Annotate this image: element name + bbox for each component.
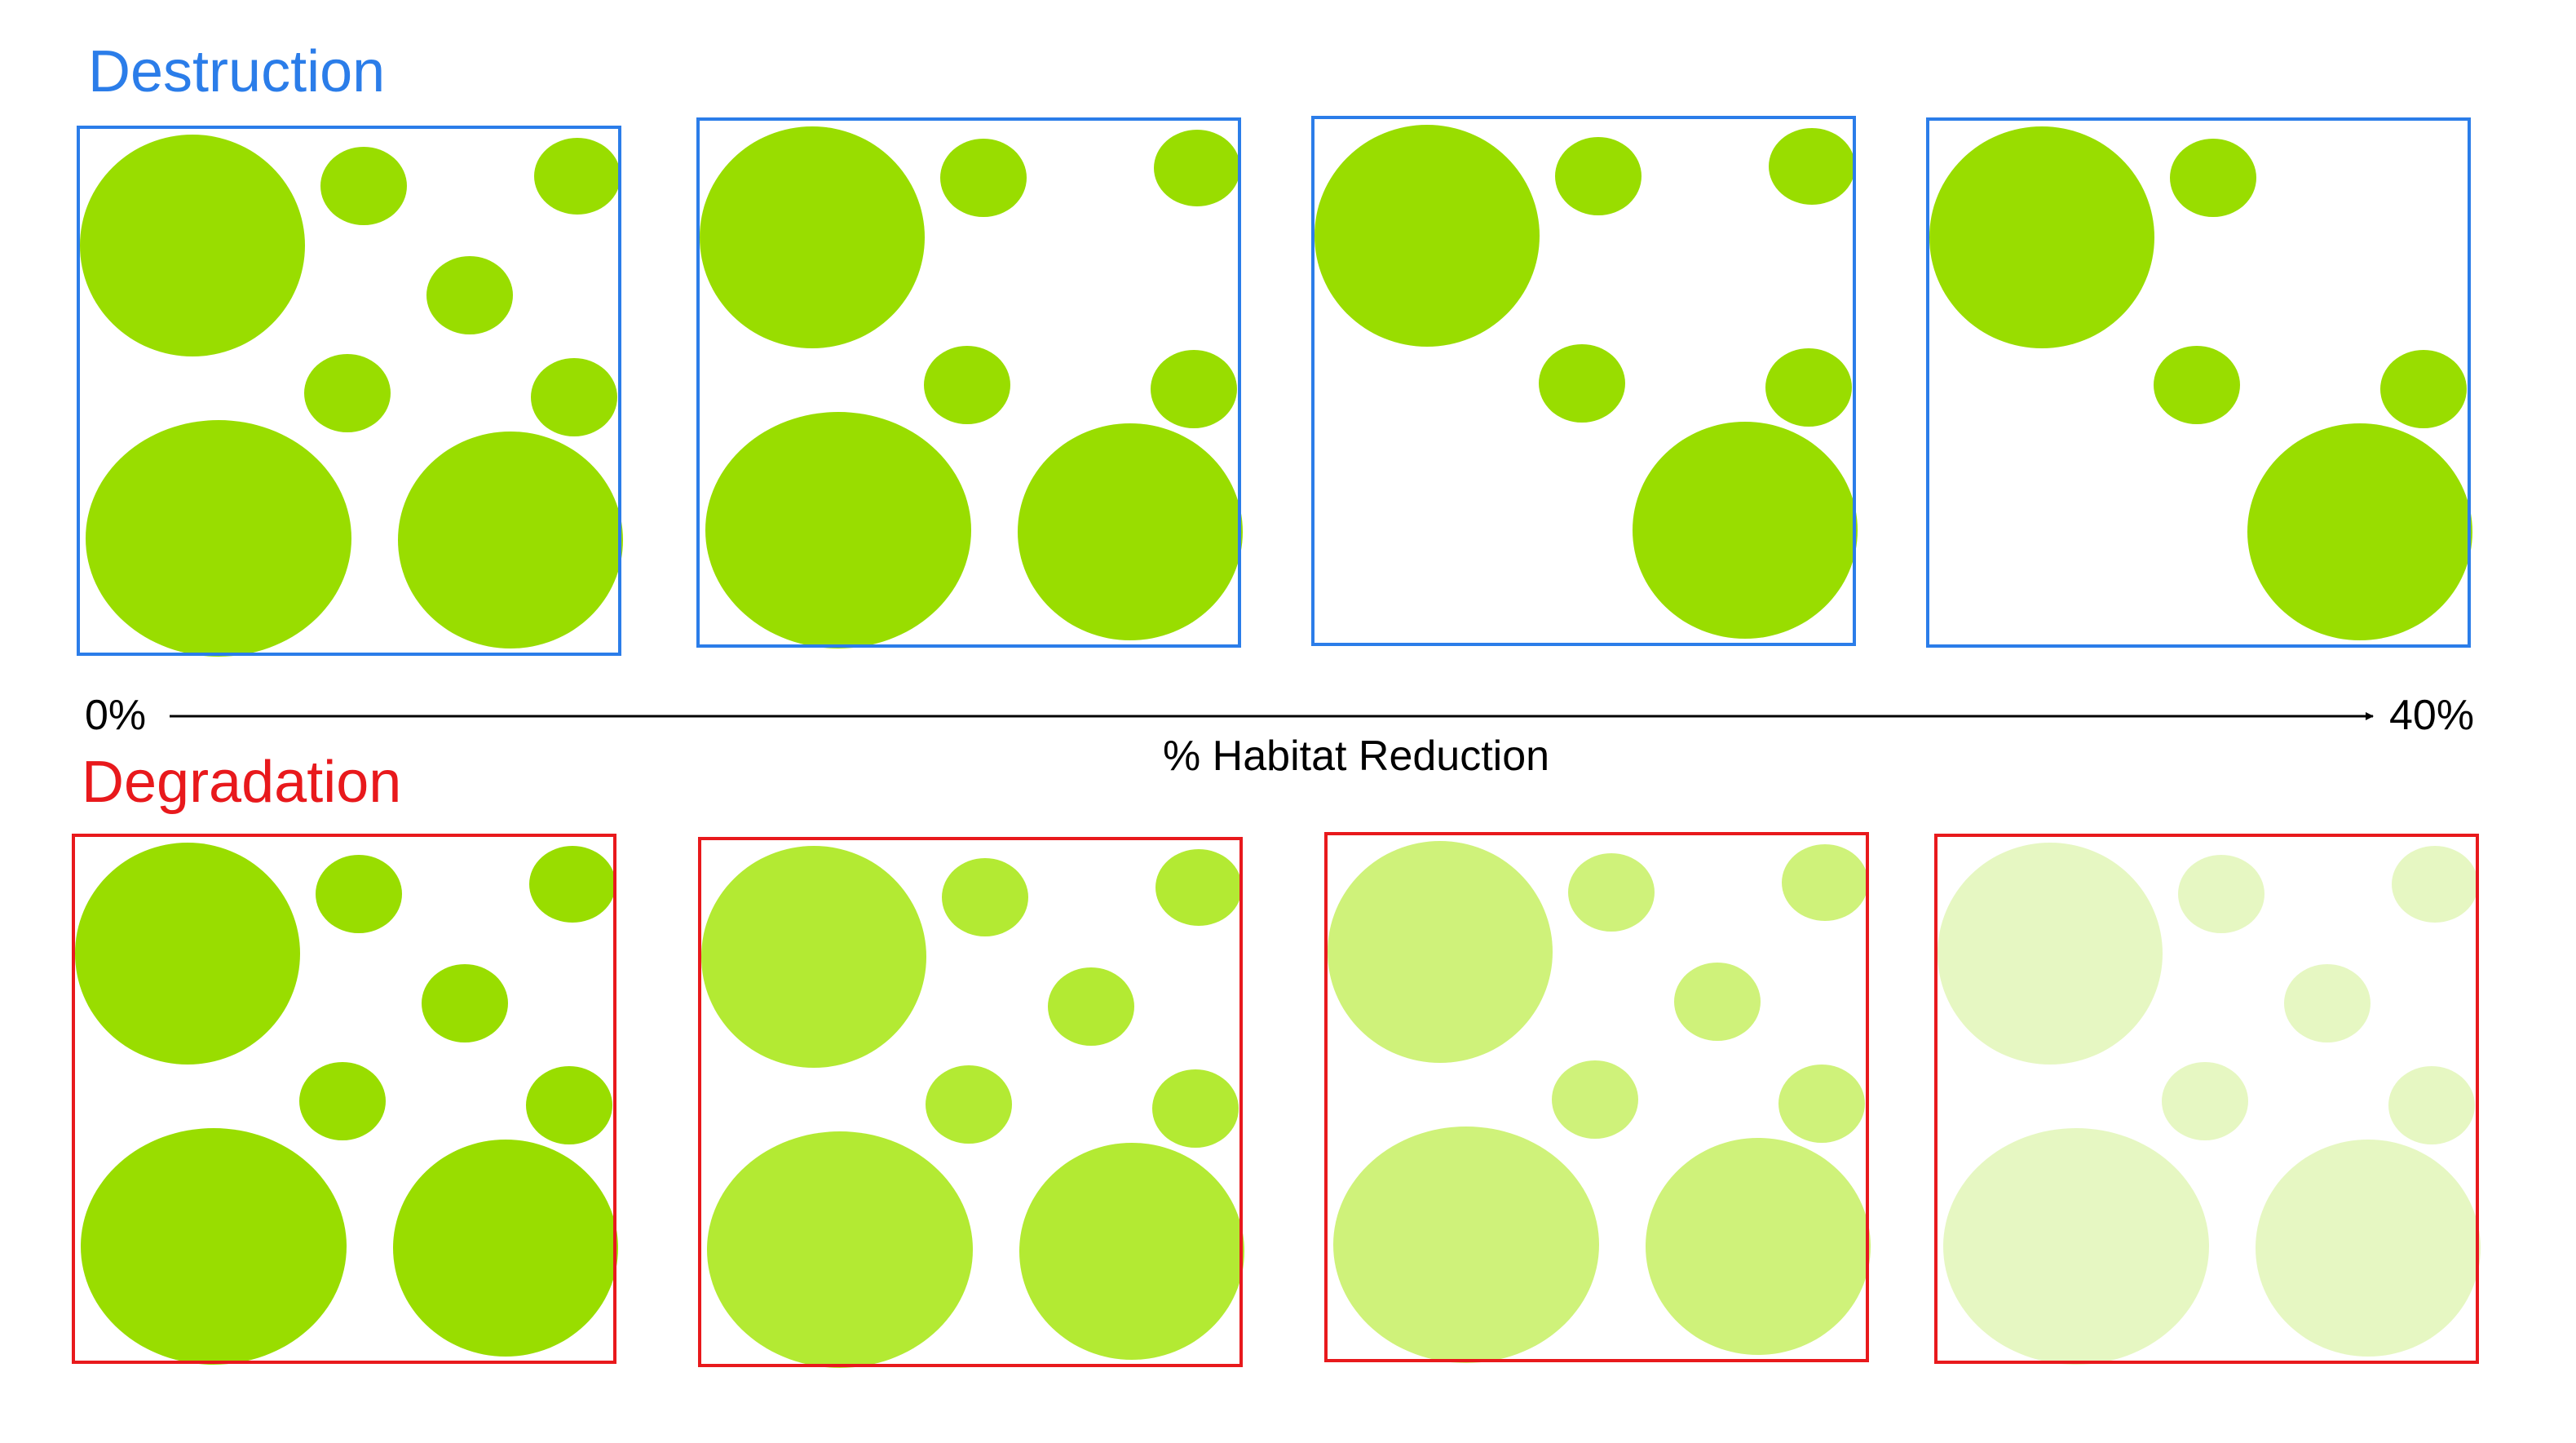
habitat-patch-small-top-right <box>1782 844 1868 921</box>
destruction-panel-3 <box>1311 116 1858 646</box>
habitat-patch-small-mid-right <box>1152 1069 1239 1148</box>
axis-start-label: 0% <box>85 692 147 739</box>
habitat-patch-small-top-mid <box>2170 139 2256 217</box>
habitat-patch-large-bottom-right <box>1633 422 1858 639</box>
habitat-patch-large-top-left <box>1929 126 2154 348</box>
habitat-patch-small-top-right <box>1154 130 1240 206</box>
degradation-row <box>72 832 2481 1368</box>
destruction-row <box>77 116 2472 657</box>
habitat-patch-large-top-left <box>80 135 305 356</box>
habitat-patch-large-bottom-left <box>86 420 351 657</box>
destruction-panel-1 <box>77 126 623 657</box>
habitat-patch-large-bottom-right <box>1018 423 1243 640</box>
habitat-patch-small-mid-left <box>926 1065 1012 1144</box>
degradation-panel-4 <box>1934 834 2481 1365</box>
habitat-patch-large-bottom-right <box>393 1140 618 1357</box>
habitat-patch-small-top-mid <box>940 139 1027 217</box>
habitat-patch-large-bottom-left <box>81 1128 347 1365</box>
destruction-panel-frame <box>1926 117 2471 648</box>
habitat-patch-large-bottom-left <box>705 412 971 648</box>
habitat-patch-large-bottom-left <box>1333 1127 1599 1363</box>
habitat-patch-small-top-mid <box>320 147 407 225</box>
habitat-patch-small-mid-right <box>2380 350 2467 428</box>
destruction-panel-4 <box>1926 117 2472 648</box>
habitat-patch-small-top-mid <box>1555 137 1641 215</box>
degradation-panel-1 <box>72 834 618 1365</box>
habitat-patch-small-top-mid <box>316 855 402 933</box>
habitat-patch-small-top-mid <box>1568 853 1655 932</box>
habitat-patch-large-bottom-left <box>1943 1128 2209 1365</box>
habitat-patch-large-bottom-right <box>398 432 623 648</box>
degradation-panel-3 <box>1324 832 1871 1363</box>
habitat-patch-small-mid-left <box>299 1062 386 1140</box>
habitat-patch-small-top-right <box>1769 128 1855 205</box>
habitat-patch-small-top-right <box>1155 849 1242 926</box>
habitat-patch-small-mid-left <box>924 346 1010 424</box>
degradation-panel-frame <box>1324 832 1869 1362</box>
habitat-patch-large-bottom-right <box>2247 423 2472 640</box>
habitat-patch-small-top-right <box>2392 846 2478 923</box>
axis-title: % Habitat Reduction <box>1163 733 1550 780</box>
habitat-patch-large-bottom-right <box>1646 1138 1871 1355</box>
habitat-patch-small-mid-right <box>531 358 617 436</box>
habitat-patch-large-top-left <box>701 846 926 1068</box>
destruction-title: Destruction <box>88 39 386 104</box>
habitat-patch-small-mid-right <box>2388 1066 2475 1144</box>
habitat-patch-small-top-mid <box>2178 855 2264 933</box>
habitat-patch-large-top-left <box>75 843 300 1065</box>
habitat-patch-small-mid-left <box>2162 1062 2248 1140</box>
degradation-panel-frame <box>698 837 1243 1367</box>
habitat-patch-large-bottom-right <box>2256 1140 2481 1357</box>
destruction-panel-frame <box>77 126 621 656</box>
habitat-patch-small-top-right <box>529 846 616 923</box>
destruction-panel-frame <box>696 117 1241 648</box>
habitat-patch-small-mid-right <box>1151 350 1237 428</box>
degradation-panel-2 <box>698 837 1244 1368</box>
habitat-patch-large-top-left <box>700 126 925 348</box>
degradation-title: Degradation <box>82 750 402 815</box>
habitat-patch-small-center <box>1048 967 1134 1046</box>
habitat-patch-small-center <box>1674 963 1761 1041</box>
destruction-panel-frame <box>1311 116 1856 646</box>
habitat-patch-small-mid-left <box>1539 344 1625 423</box>
habitat-patch-small-mid-left <box>2154 346 2240 424</box>
habitat-patch-large-top-left <box>1328 841 1553 1063</box>
habitat-patch-small-mid-left <box>304 354 391 432</box>
habitat-patch-small-mid-left <box>1552 1060 1638 1139</box>
habitat-patch-large-bottom-right <box>1019 1143 1244 1360</box>
habitat-patch-large-top-left <box>1315 125 1540 347</box>
destruction-panel-2 <box>696 117 1243 648</box>
habitat-patch-small-mid-right <box>1778 1065 1865 1143</box>
habitat-patch-small-center <box>2284 964 2371 1042</box>
habitat-patch-small-top-mid <box>942 858 1028 936</box>
degradation-panel-frame <box>72 834 616 1364</box>
habitat-patch-small-center <box>426 256 513 334</box>
habitat-patch-small-mid-right <box>1765 348 1852 427</box>
degradation-panel-frame <box>1934 834 2479 1364</box>
habitat-patch-large-bottom-left <box>707 1131 973 1368</box>
habitat-patch-large-top-left <box>1938 843 2163 1065</box>
habitat-patch-small-mid-right <box>526 1066 612 1144</box>
habitat-patch-small-top-right <box>534 138 621 215</box>
habitat-patch-small-center <box>422 964 508 1042</box>
axis-end-label: 40% <box>2389 692 2475 739</box>
